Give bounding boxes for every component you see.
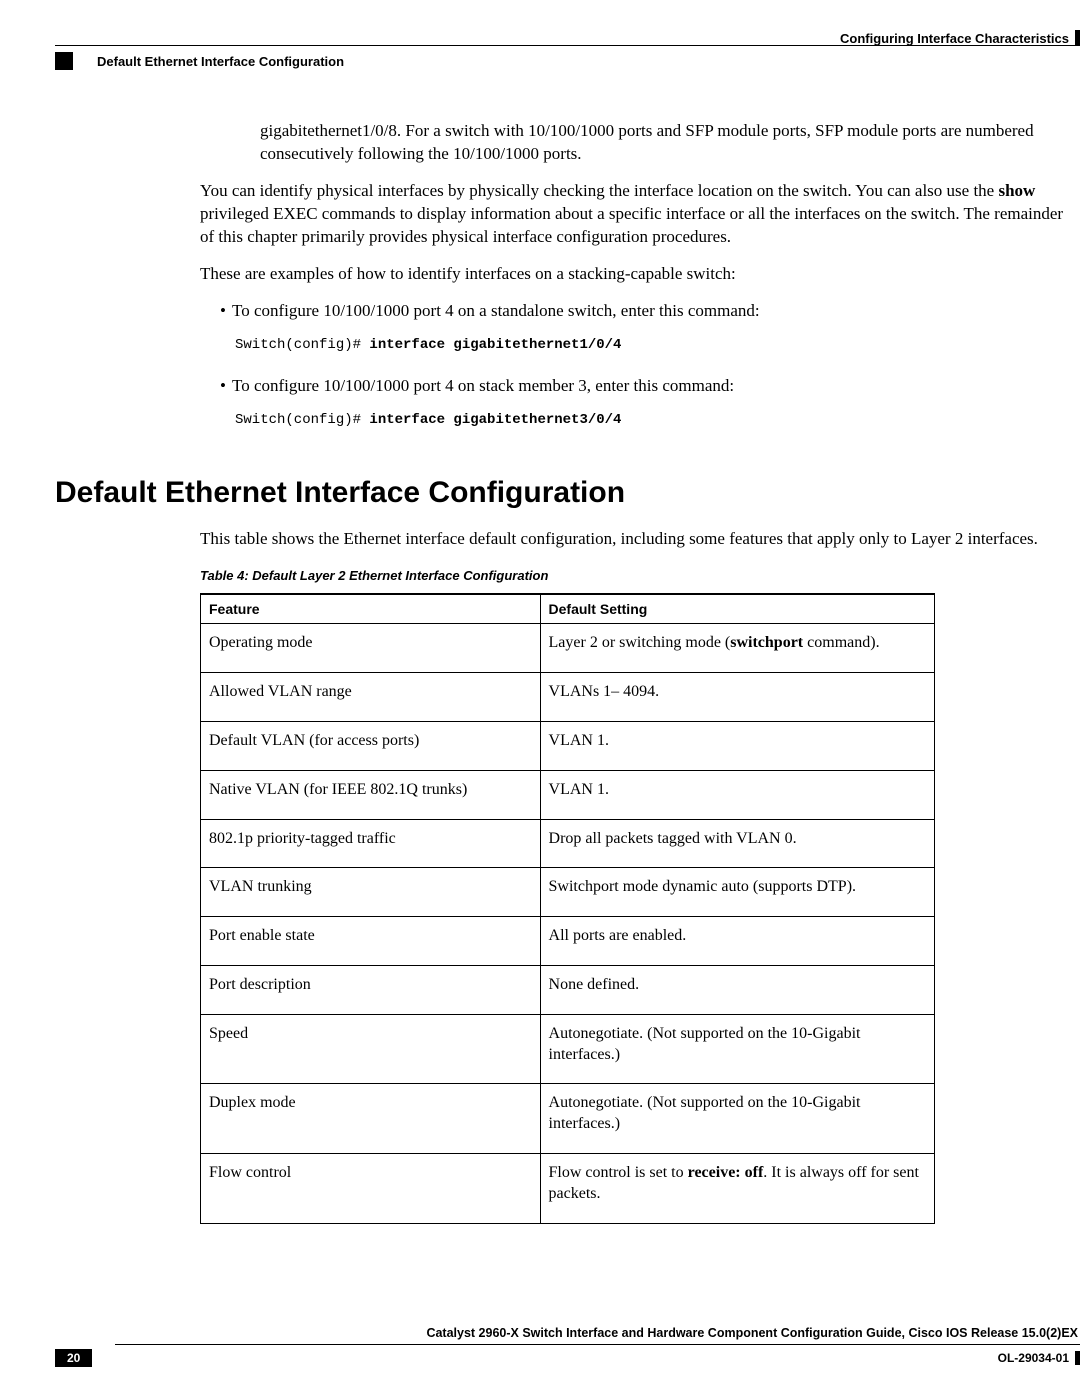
section-heading: Default Ethernet Interface Configuration xyxy=(55,476,1080,510)
footer-mark-icon xyxy=(1075,1351,1080,1365)
page-number-badge: 20 xyxy=(55,1349,92,1367)
header-left: Default Ethernet Interface Configuration xyxy=(55,52,344,70)
footer-guide-title: Catalyst 2960-X Switch Interface and Har… xyxy=(55,1326,1080,1340)
paragraph-continuation: gigabitethernet1/0/8. For a switch with … xyxy=(260,120,1070,166)
content-area: gigabitethernet1/0/8. For a switch with … xyxy=(55,120,1080,1224)
table-caption: Table 4: Default Layer 2 Ethernet Interf… xyxy=(200,568,1080,583)
table-cell-feature: Duplex mode xyxy=(201,1084,541,1154)
table-row: SpeedAutonegotiate. (Not supported on th… xyxy=(201,1014,935,1084)
table-header-setting: Default Setting xyxy=(540,594,934,624)
text-fragment: privileged EXEC commands to display info… xyxy=(200,204,1063,246)
table-cell-feature: Port enable state xyxy=(201,917,541,966)
page: Configuring Interface Characteristics De… xyxy=(0,0,1080,1397)
table-row: Flow controlFlow control is set to recei… xyxy=(201,1154,935,1224)
table-body: Operating modeLayer 2 or switching mode … xyxy=(201,624,935,1223)
table-cell-feature: Default VLAN (for access ports) xyxy=(201,722,541,771)
table-row: Port enable stateAll ports are enabled. xyxy=(201,917,935,966)
bullet-icon: • xyxy=(220,375,232,398)
config-table: Feature Default Setting Operating modeLa… xyxy=(200,593,935,1223)
section-description: This table shows the Ethernet interface … xyxy=(200,528,1070,551)
bullet-item-2: • To configure 10/100/1000 port 4 on sta… xyxy=(220,375,1070,398)
code-prompt: Switch(config)# xyxy=(235,412,369,428)
table-cell-feature: Port description xyxy=(201,966,541,1015)
header-section-title: Default Ethernet Interface Configuration xyxy=(97,54,344,69)
table-cell-feature: Allowed VLAN range xyxy=(201,673,541,722)
header-rule xyxy=(55,45,1080,46)
code-command: interface gigabitethernet3/0/4 xyxy=(369,412,621,428)
footer-rule xyxy=(115,1344,1080,1345)
header-mark-icon xyxy=(1075,30,1080,46)
table-cell-setting: Autonegotiate. (Not supported on the 10-… xyxy=(540,1084,934,1154)
command-show: show xyxy=(998,181,1035,200)
table-cell-feature: VLAN trunking xyxy=(201,868,541,917)
code-command: interface gigabitethernet1/0/4 xyxy=(369,337,621,353)
table-cell-feature: Speed xyxy=(201,1014,541,1084)
table-cell-setting: VLAN 1. xyxy=(540,770,934,819)
bullet-text: To configure 10/100/1000 port 4 on stack… xyxy=(232,375,734,398)
table-cell-setting: VLAN 1. xyxy=(540,722,934,771)
table-header-feature: Feature xyxy=(201,594,541,624)
paragraph-identify: You can identify physical interfaces by … xyxy=(200,180,1070,249)
text-fragment: You can identify physical interfaces by … xyxy=(200,181,998,200)
table-cell-setting: Switchport mode dynamic auto (supports D… xyxy=(540,868,934,917)
table-cell-setting: Autonegotiate. (Not supported on the 10-… xyxy=(540,1014,934,1084)
code-snippet-2: Switch(config)# interface gigabitetherne… xyxy=(235,412,1080,428)
bullet-item-1: • To configure 10/100/1000 port 4 on a s… xyxy=(220,300,1070,323)
table-cell-setting: Drop all packets tagged with VLAN 0. xyxy=(540,819,934,868)
table-row: Duplex modeAutonegotiate. (Not supported… xyxy=(201,1084,935,1154)
table-cell-setting: None defined. xyxy=(540,966,934,1015)
table-cell-feature: Operating mode xyxy=(201,624,541,673)
table-row: VLAN trunkingSwitchport mode dynamic aut… xyxy=(201,868,935,917)
table-cell-setting: All ports are enabled. xyxy=(540,917,934,966)
table-cell-setting: Flow control is set to receive: off. It … xyxy=(540,1154,934,1224)
paragraph-examples-intro: These are examples of how to identify in… xyxy=(200,263,1070,286)
header-chapter-title: Configuring Interface Characteristics xyxy=(840,31,1069,46)
header-square-icon xyxy=(55,52,73,70)
page-footer: Catalyst 2960-X Switch Interface and Har… xyxy=(55,1326,1080,1367)
footer-row: 20 OL-29034-01 xyxy=(55,1349,1080,1367)
header-right: Configuring Interface Characteristics xyxy=(840,30,1080,46)
code-prompt: Switch(config)# xyxy=(235,337,369,353)
table-row: 802.1p priority-tagged trafficDrop all p… xyxy=(201,819,935,868)
table-row: Port descriptionNone defined. xyxy=(201,966,935,1015)
table-row: Allowed VLAN rangeVLANs 1– 4094. xyxy=(201,673,935,722)
table-cell-feature: Native VLAN (for IEEE 802.1Q trunks) xyxy=(201,770,541,819)
table-cell-setting: Layer 2 or switching mode (switchport co… xyxy=(540,624,934,673)
table-cell-feature: Flow control xyxy=(201,1154,541,1224)
table-row: Operating modeLayer 2 or switching mode … xyxy=(201,624,935,673)
table-cell-setting: VLANs 1– 4094. xyxy=(540,673,934,722)
table-header-row: Feature Default Setting xyxy=(201,594,935,624)
bullet-icon: • xyxy=(220,300,232,323)
footer-code-text: OL-29034-01 xyxy=(998,1351,1069,1365)
page-header: Configuring Interface Characteristics De… xyxy=(55,30,1080,58)
table-row: Native VLAN (for IEEE 802.1Q trunks)VLAN… xyxy=(201,770,935,819)
code-snippet-1: Switch(config)# interface gigabitetherne… xyxy=(235,337,1080,353)
footer-doc-code: OL-29034-01 xyxy=(998,1351,1080,1365)
table-cell-feature: 802.1p priority-tagged traffic xyxy=(201,819,541,868)
table-row: Default VLAN (for access ports)VLAN 1. xyxy=(201,722,935,771)
bullet-text: To configure 10/100/1000 port 4 on a sta… xyxy=(232,300,760,323)
